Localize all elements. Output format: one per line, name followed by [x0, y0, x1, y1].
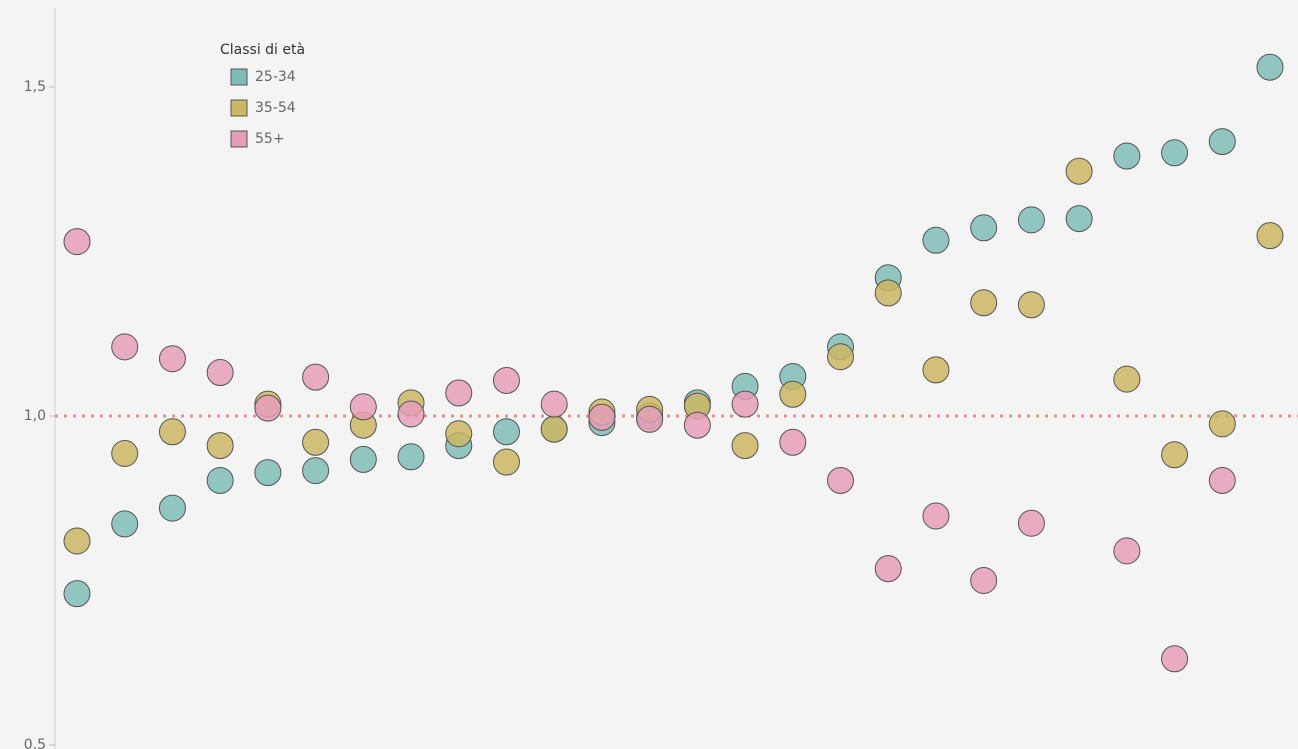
- dot: [397, 400, 425, 428]
- dot: [302, 457, 330, 485]
- dot: [492, 448, 520, 476]
- dot: [111, 439, 139, 467]
- dot: [1161, 139, 1189, 167]
- dot: [779, 380, 807, 408]
- dot: [1208, 128, 1236, 156]
- dot: [779, 428, 807, 456]
- dot: [63, 527, 91, 555]
- dot: [970, 214, 998, 242]
- dot: [1161, 441, 1189, 469]
- dot: [206, 466, 234, 494]
- dot: [158, 418, 186, 446]
- dot: [1208, 466, 1236, 494]
- y-tick-label: 0,5: [24, 737, 46, 749]
- dot: [206, 359, 234, 387]
- dot: [588, 403, 616, 431]
- dot: [111, 510, 139, 538]
- y-tick-label: 1,5: [24, 79, 46, 95]
- dot: [1161, 645, 1189, 673]
- dot: [922, 356, 950, 384]
- dot: [445, 420, 473, 448]
- legend-title: Classi di età: [220, 42, 305, 58]
- dot: [1256, 222, 1284, 250]
- dot: [683, 411, 711, 439]
- dot: [540, 390, 568, 418]
- dot: [445, 379, 473, 407]
- dot: [1208, 410, 1236, 438]
- legend-swatch: [230, 68, 248, 86]
- dot: [158, 345, 186, 373]
- dot: [111, 333, 139, 361]
- dot: [206, 432, 234, 460]
- dot: [254, 394, 282, 422]
- y-tick-label: 1,0: [24, 408, 46, 424]
- dot: [1113, 365, 1141, 393]
- dot: [1065, 157, 1093, 185]
- legend-swatch: [230, 130, 248, 148]
- dot: [397, 443, 425, 471]
- dot: [1065, 205, 1093, 233]
- dot: [731, 432, 759, 460]
- dot: [302, 428, 330, 456]
- dot: [540, 415, 568, 443]
- dot: [731, 390, 759, 418]
- dot: [922, 502, 950, 530]
- dot: [827, 466, 855, 494]
- dot: [827, 343, 855, 371]
- dot: [158, 494, 186, 522]
- legend-label: 55+: [255, 131, 285, 147]
- dot: [1017, 291, 1045, 319]
- dot: [636, 405, 664, 433]
- dot: [874, 555, 902, 583]
- dot: [302, 363, 330, 391]
- dot: [492, 418, 520, 446]
- legend-swatch: [230, 99, 248, 117]
- dot: [1113, 537, 1141, 565]
- legend-label: 35-54: [255, 100, 296, 116]
- dot: [874, 279, 902, 307]
- dot: [63, 228, 91, 256]
- dot: [254, 459, 282, 487]
- dot: [1017, 206, 1045, 234]
- dot: [970, 289, 998, 317]
- dot: [63, 580, 91, 608]
- dot: [349, 393, 377, 421]
- dot: [349, 445, 377, 473]
- dot: [1256, 53, 1284, 81]
- dot: [1017, 509, 1045, 537]
- legend-label: 25-34: [255, 69, 296, 85]
- dot: [922, 226, 950, 254]
- dot: [492, 366, 520, 394]
- dot: [970, 566, 998, 594]
- dot: [1113, 142, 1141, 170]
